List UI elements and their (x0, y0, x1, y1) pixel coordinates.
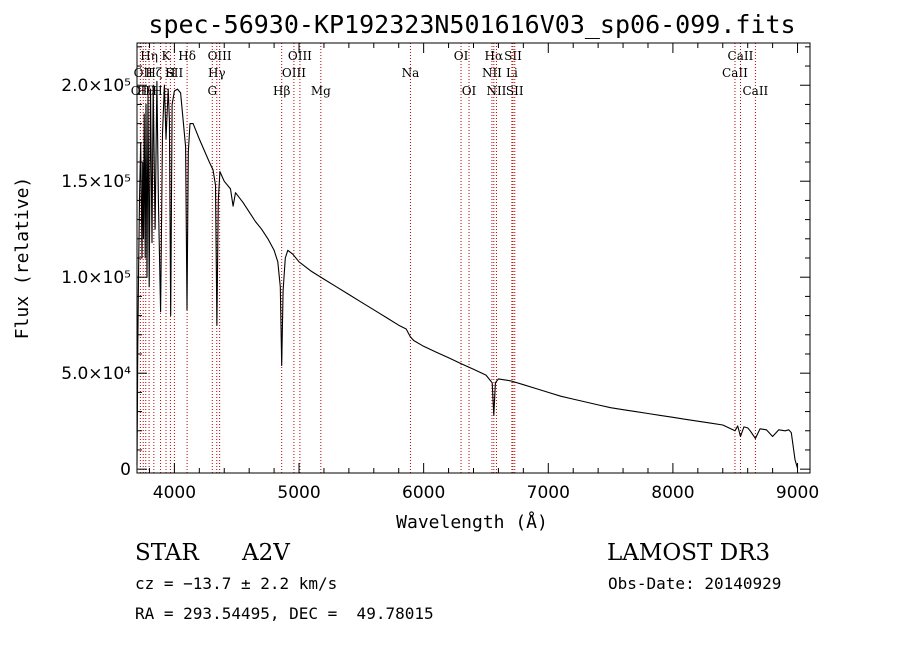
spectral-line-label: OI (462, 84, 477, 98)
observation-date: Obs-Date: 20140929 (608, 574, 782, 593)
spectral-line-label: NII (482, 66, 502, 80)
spectral-line-label: Hζ (145, 66, 162, 80)
spectral-line-label: Mg (311, 84, 331, 98)
spectral-line-label: SII (506, 84, 524, 98)
spectral-line-label: H (165, 66, 175, 80)
spectral-line-label: OIII (282, 66, 306, 80)
spectral-line-label: OIII (208, 49, 232, 63)
spectral-line-label: SII (166, 66, 184, 80)
y-tick-label: 2.0×10⁵ (61, 76, 131, 96)
x-tick-label: 8000 (651, 483, 694, 503)
spectral-line-label: K (162, 49, 172, 63)
x-tick-label: 7000 (527, 483, 570, 503)
spectral-line-label: OI (454, 49, 469, 63)
y-axis-label: Flux (relative) (12, 177, 33, 340)
spectral-line-label: Hα (485, 49, 504, 63)
spectral-line-label: G (207, 84, 217, 98)
y-tick-label: 0 (120, 460, 131, 480)
y-tick-label: 1.0×10⁵ (61, 268, 131, 288)
y-tick-label: 5.0×10⁴ (61, 364, 131, 384)
coordinates: RA = 293.54495, DEC = 49.78015 (135, 604, 434, 623)
object-class: STAR (135, 540, 199, 566)
plot-frame (136, 42, 811, 474)
x-tick-label: 9000 (776, 483, 819, 503)
survey-name: LAMOST DR3 (607, 540, 771, 566)
spectrum-line (136, 80, 799, 469)
spectral-line-label: OII (134, 66, 154, 80)
x-axis-label: Wavelength (Å) (396, 511, 548, 533)
spectral-line-label: NII (486, 84, 506, 98)
spectral-line-label: Na (402, 66, 420, 80)
spectral-line-label: Hδ (178, 49, 196, 63)
spectral-line-label: Hγ (208, 66, 226, 80)
spectral-line-label: CaII (722, 66, 748, 80)
spectral-line-label: Hβ (273, 84, 290, 98)
chart-title: spec-56930-KP192323N501616V03_sp06-099.f… (148, 10, 795, 39)
x-tick-label: 4000 (153, 483, 196, 503)
spectral-line-label: Li (506, 66, 518, 80)
spectral-line-label: CaII (728, 49, 754, 63)
spectral-line-label: Hη (140, 49, 158, 63)
spectral-subclass: A2V (242, 540, 290, 566)
spectral-line-label: SII (504, 49, 522, 63)
spectral-line-label: OIII (288, 49, 312, 63)
x-tick-label: 6000 (402, 483, 445, 503)
x-tick-label: 5000 (277, 483, 320, 503)
redshift-velocity: cz = −13.7 ± 2.2 km/s (135, 574, 338, 593)
y-tick-label: 1.5×10⁵ (61, 172, 131, 192)
spectral-line-label: CaII (742, 84, 768, 98)
